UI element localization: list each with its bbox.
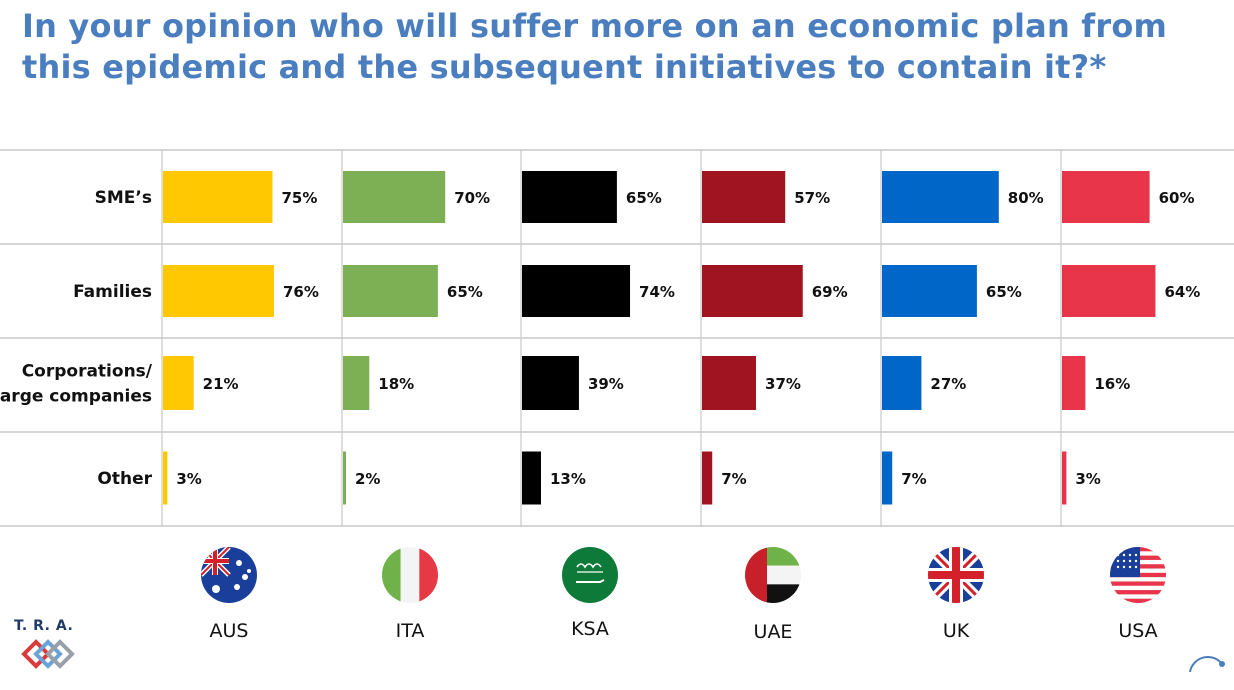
uk-flag-icon: [928, 547, 984, 603]
data-label: 16%: [1094, 375, 1130, 393]
category-label: Corporations/: [22, 362, 153, 382]
tra-logo: T. R. A.: [14, 618, 84, 672]
bar-usa: [1062, 356, 1086, 410]
bar-aus: [163, 265, 274, 317]
data-label: 65%: [986, 283, 1022, 301]
data-label: 3%: [176, 470, 201, 488]
bar-aus: [163, 451, 168, 505]
bar-uae: [702, 356, 757, 410]
category-label: SME’s: [95, 188, 152, 208]
bar-ita: [343, 451, 346, 505]
logo-diamond-icon: [21, 639, 75, 669]
logo-text: T. R. A.: [14, 618, 74, 634]
data-label: 80%: [1008, 189, 1044, 207]
data-label: 27%: [930, 375, 966, 393]
bar-uk: [882, 171, 999, 223]
bar-ksa: [522, 171, 617, 223]
australia-flag-icon: [201, 547, 257, 603]
category-label: Families: [73, 282, 152, 302]
bar-aus: [163, 171, 273, 223]
bar-ita: [343, 171, 446, 223]
bar-uae: [702, 265, 803, 317]
bar-ksa: [522, 265, 631, 317]
italy-flag-icon: [382, 547, 438, 603]
country-label: ITA: [395, 620, 425, 642]
bar-ita: [343, 265, 438, 317]
data-label: 76%: [283, 283, 319, 301]
data-label: 21%: [203, 375, 239, 393]
bar-usa: [1062, 171, 1150, 223]
data-label: 39%: [588, 375, 624, 393]
country-label: KSA: [571, 618, 609, 640]
bar-ksa: [522, 451, 541, 505]
country-label: UAE: [753, 621, 793, 643]
data-label: 70%: [454, 189, 490, 207]
page-corner-icon: [1189, 656, 1225, 673]
bar-aus: [163, 356, 194, 410]
data-label: 64%: [1164, 283, 1200, 301]
data-label: 13%: [550, 470, 586, 488]
data-label: 69%: [812, 283, 848, 301]
bar-chart: SME’s Families Corporations/Large companie…: [0, 149, 1234, 603]
data-label: 2%: [355, 470, 380, 488]
bar-uae: [702, 171, 786, 223]
data-label: 57%: [794, 189, 830, 207]
bar-uk: [882, 265, 977, 317]
bar-uk: [882, 451, 893, 505]
saudi-flag-icon: [562, 547, 618, 603]
country-label: USA: [1118, 620, 1158, 642]
data-label: 75%: [282, 189, 318, 207]
bar-usa: [1062, 451, 1067, 505]
country-label: AUS: [209, 620, 249, 642]
data-label: 3%: [1075, 470, 1100, 488]
bar-ksa: [522, 356, 579, 410]
uae-flag-icon: [745, 547, 801, 603]
category-label: Large companies: [0, 387, 152, 407]
data-label: 37%: [765, 375, 801, 393]
bar-ita: [343, 356, 370, 410]
data-label: 74%: [639, 283, 675, 301]
bar-uk: [882, 356, 922, 410]
data-label: 7%: [901, 470, 926, 488]
data-label: 18%: [378, 375, 414, 393]
category-label: Other: [97, 469, 152, 489]
data-label: 65%: [447, 283, 483, 301]
data-label: 60%: [1159, 189, 1195, 207]
country-label: UK: [942, 620, 970, 642]
bar-uae: [702, 451, 713, 505]
bar-usa: [1062, 265, 1156, 317]
chart-title: In your opinion who will suffer more on …: [22, 7, 1168, 86]
usa-flag-icon: [1110, 547, 1166, 603]
data-label: 65%: [626, 189, 662, 207]
data-label: 7%: [721, 470, 746, 488]
